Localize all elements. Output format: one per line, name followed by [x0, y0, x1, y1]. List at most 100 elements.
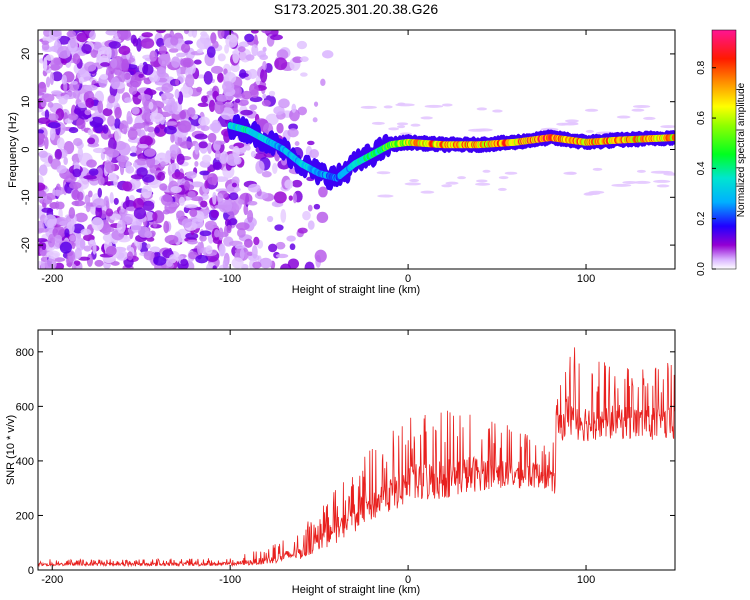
- spectrogram-cell: [146, 243, 151, 249]
- spectrogram-cell: [49, 72, 55, 86]
- spectrogram-cell: [218, 243, 226, 257]
- spectrogram-cell: [210, 65, 224, 74]
- spectrogram-cell: [632, 104, 651, 108]
- y-tick-label: 200: [16, 510, 34, 522]
- spectrogram-cell: [250, 89, 259, 99]
- spectrogram-cell: [204, 220, 218, 231]
- spectrogram-cell: [43, 199, 50, 204]
- spectrogram-cell: [585, 129, 594, 133]
- spectrogram-cell: [251, 245, 258, 259]
- spectrogram-cell: [44, 258, 57, 269]
- spectrogram-cell: [261, 99, 271, 107]
- spectrogram-cell: [316, 211, 329, 223]
- x-tick-label: 100: [577, 273, 595, 285]
- snr-panel: -200 -100 0 100 0 200 400 600 800 Height of str…: [5, 329, 676, 596]
- spectrogram-cell: [129, 74, 142, 88]
- spectrogram-cell: [193, 59, 202, 65]
- spectrogram-cell: [169, 144, 180, 155]
- spectrogram-cell: [492, 109, 503, 113]
- spectrogram-cell: [266, 215, 274, 223]
- spectrogram-cell: [51, 71, 63, 82]
- spectrogram-cell: [38, 191, 47, 198]
- y-tick-label: 0: [20, 146, 32, 152]
- spectrogram-heatmap: [38, 30, 675, 269]
- spectrogram-cell: [99, 73, 109, 80]
- spectrogram-cell: [217, 30, 225, 40]
- spectrogram-cell: [198, 141, 208, 149]
- spectrogram-cell: [222, 81, 235, 93]
- spectrogram-cell: [197, 241, 202, 255]
- spectrogram-cell: [47, 233, 56, 248]
- spectrogram-cell: [142, 63, 154, 76]
- spectrogram-cell: [160, 92, 174, 100]
- spectrogram-cell: [199, 170, 210, 176]
- spectrogram-cell: [214, 204, 228, 209]
- spectrogram-cell: [243, 238, 253, 248]
- spectrogram-cell: [137, 143, 149, 149]
- snr-x-axis-label: Height of straight line (km): [292, 584, 420, 596]
- spectrogram-cell: [194, 142, 200, 155]
- spectrogram-cell: [137, 93, 152, 101]
- spectrogram-cell: [91, 217, 104, 231]
- spectrogram-cell: [38, 129, 44, 135]
- spectrogram-cell: [142, 121, 154, 126]
- spectrogram-cell: [141, 32, 153, 38]
- spectrogram-cell: [149, 246, 161, 253]
- spectrogram-cell: [164, 234, 179, 245]
- spectrogram-cell: [210, 209, 220, 219]
- spectrogram-cell: [149, 50, 158, 62]
- spectrogram-cell: [376, 171, 391, 175]
- spectrogram-cell: [81, 43, 92, 54]
- spectrogram-cell: [57, 45, 71, 59]
- spectrogram-cell: [133, 122, 146, 129]
- x-tick-label: 100: [577, 574, 595, 586]
- spectrogram-cell: [504, 171, 518, 175]
- spectrogram-cell: [68, 82, 80, 92]
- spectrogram-cell: [217, 72, 224, 83]
- spectrogram-cell: [87, 129, 94, 136]
- spectrogram-cell: [129, 152, 138, 157]
- colorbar-tick-label: 0.4: [696, 161, 707, 175]
- spectrogram-cell: [64, 228, 70, 238]
- spectrogram-cell: [76, 117, 86, 130]
- spectrogram-cell: [141, 112, 153, 122]
- spectrogram-cell: [68, 207, 76, 219]
- spectrogram-cell: [199, 230, 212, 237]
- spectrogram-cell: [41, 207, 54, 213]
- spectrogram-cell: [87, 190, 93, 198]
- spectrogram-cell: [44, 109, 50, 120]
- spectrogram-cell: [113, 177, 118, 188]
- colorbar-tick-label: 0.0: [696, 262, 707, 276]
- spectrogram-cell: [85, 97, 95, 108]
- spectrogram-cell: [45, 76, 51, 88]
- spectrogram-cell: [45, 54, 54, 61]
- spectrogram-cell: [93, 42, 102, 50]
- spectrogram-cell: [174, 88, 180, 99]
- spectrogram-cell: [76, 231, 82, 239]
- spectrogram-cell: [76, 191, 84, 202]
- spectrogram-cell: [92, 198, 107, 209]
- spectrogram-cell: [420, 190, 435, 194]
- spectrogram-cell: [249, 104, 258, 111]
- spectrogram-cell: [388, 127, 400, 131]
- y-tick-label: 20: [20, 48, 32, 60]
- spectrogram-cell: [114, 117, 121, 130]
- spectrogram-cell: [247, 200, 258, 206]
- spectrogram-cell: [74, 247, 82, 260]
- spectrogram-cell: [201, 95, 208, 104]
- spectrogram-cell: [561, 122, 579, 126]
- spectrogram-cell: [170, 185, 182, 194]
- spectrogram-cell: [86, 253, 93, 267]
- spectrogram-cell: [136, 38, 142, 52]
- spectrogram-cell: [291, 179, 303, 188]
- spectrogram-cell: [297, 227, 308, 234]
- spectrogram-cell: [441, 184, 453, 188]
- spectrogram-cell: [89, 116, 104, 127]
- spectrogram-cell: [278, 98, 290, 109]
- spectrogram-cell: [231, 257, 244, 269]
- spectrogram-cell: [143, 89, 157, 96]
- spectrogram-cell: [72, 53, 81, 65]
- spectrogram-cell: [241, 90, 253, 100]
- spectrogram-cell: [371, 121, 385, 125]
